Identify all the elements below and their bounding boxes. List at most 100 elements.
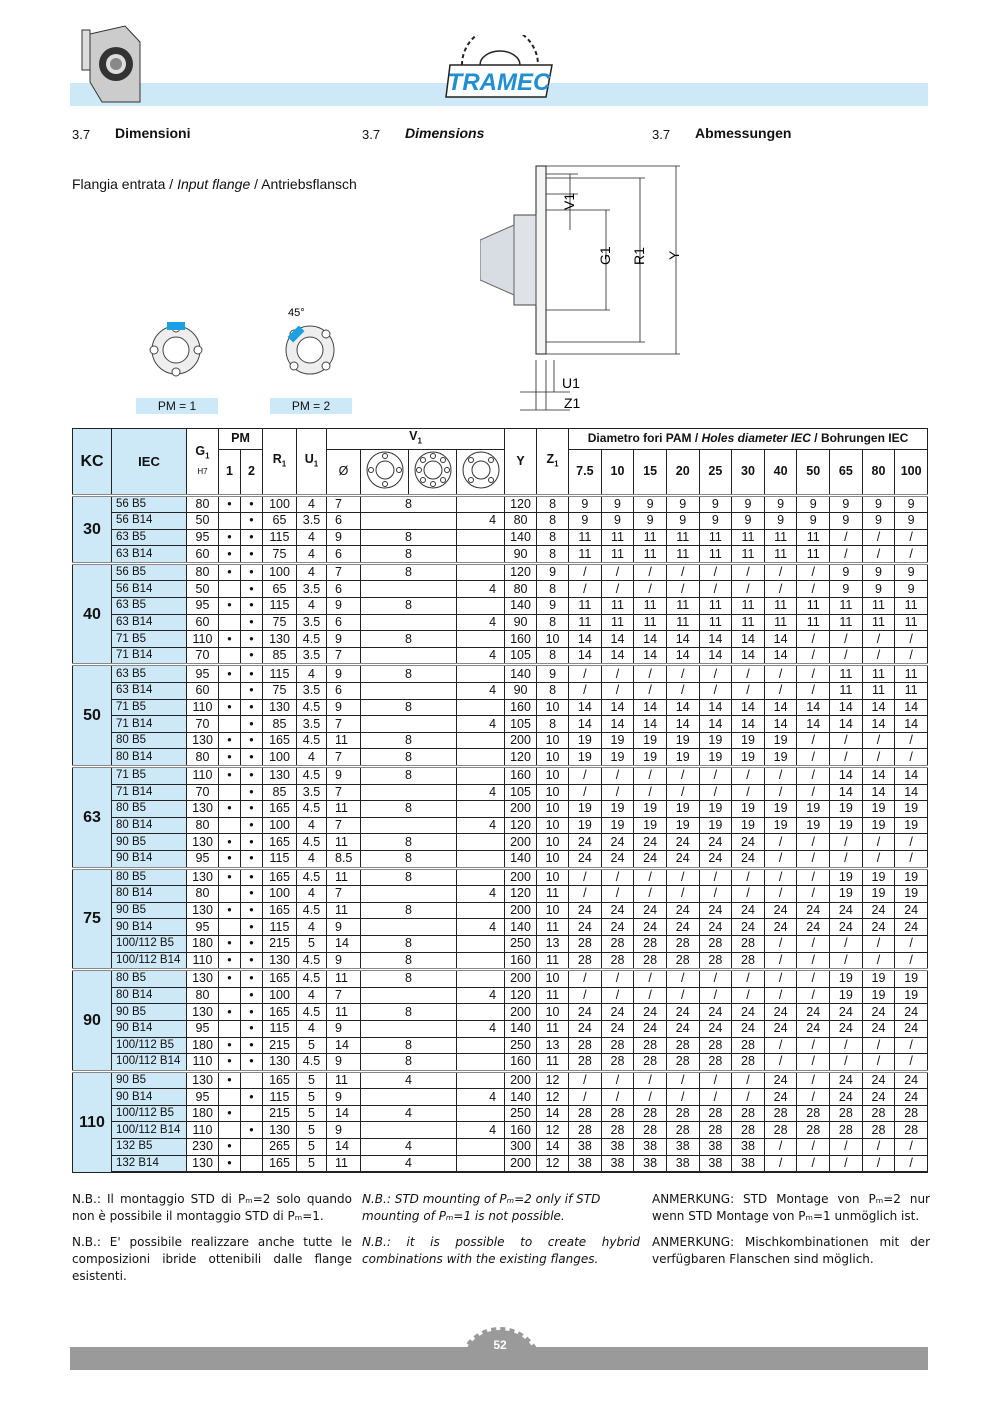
cell-pm2: •	[240, 748, 263, 767]
cell-y: 105	[504, 783, 538, 802]
cell-iec: 90 B5	[111, 901, 187, 920]
cell-iec: 63 B14	[111, 613, 187, 632]
cell-hole-diameter: /	[796, 1036, 831, 1055]
col-header-v1: V1	[325, 428, 506, 450]
cell-hole-diameter: /	[600, 765, 635, 785]
cell-hole-diameter: /	[698, 885, 733, 903]
cell-pm2: •	[240, 986, 263, 1005]
cell-hole-diameter: 19	[633, 816, 667, 835]
cell-hole-diameter: /	[633, 1088, 667, 1106]
cell-z1: 10	[536, 698, 570, 717]
cell-hole-diameter: 14	[894, 765, 928, 785]
cell-hole-diameter: /	[861, 951, 896, 971]
cell-iec: 132 B5	[111, 1138, 187, 1156]
cell-hole-diameter: /	[568, 783, 602, 802]
cell-hole-diameter: 24	[698, 901, 733, 920]
cell-hole-diameter: 19	[665, 731, 700, 750]
cell-y: 80	[504, 580, 538, 599]
cell-hole-diameter: 19	[731, 816, 765, 835]
cell-hole-diameter: 11	[698, 545, 733, 564]
table-row: 100/112 B14 110 • • 130 4.5 9 8 160 11 28 28 28 28 28 2…	[73, 951, 928, 971]
flange-drawing: V1 G1 R1 Y U1 Z1	[480, 165, 682, 411]
cell-diameter: 14	[326, 934, 361, 953]
cell-v1-4	[455, 968, 506, 988]
cell-z1: 8	[536, 512, 570, 530]
table-row: 132 B14 130 • 165 5 11 4 200 12 38 38 38 38 38 38// / / /	[73, 1154, 928, 1174]
table-row: 71 B5 110 • • 130 4.5 9 8 160 10 14 14 14 14 14 14 14// /…	[73, 630, 928, 648]
cell-iec: 80 B5	[111, 800, 187, 818]
table-row: 100/112 B14 110 • 130 5 9 4 160 12 28 28 28 28 28 28 28…	[73, 1121, 928, 1140]
table-row: 90 80 B5 130 • • 165 4.5 11 8 200 10// / / / / //19 19 19	[72, 968, 928, 1072]
cell-pm1	[218, 816, 241, 835]
cell-g1: 95	[186, 918, 219, 936]
cell-hole-diameter: /	[829, 934, 863, 953]
cell-hole-diameter: 14	[731, 646, 765, 666]
cell-hole-diameter: /	[861, 748, 896, 767]
cell-z1: 11	[536, 1019, 570, 1038]
cell-pm1: •	[218, 748, 241, 767]
cell-hole-diameter: 19	[665, 816, 700, 835]
cell-hole-diameter: /	[894, 1154, 928, 1174]
cell-hole-diameter: 19	[861, 866, 896, 887]
col-header-pm2: 2	[240, 448, 263, 496]
cell-r1: 85	[262, 783, 297, 802]
cell-y: 90	[504, 613, 538, 632]
cell-hole-diameter: /	[665, 885, 700, 903]
cell-r1: 165	[262, 1069, 297, 1090]
cell-hole-diameter: 14	[665, 646, 700, 666]
cell-iec: 100/112 B5	[111, 1036, 187, 1055]
cell-hole-diameter: /	[861, 1053, 896, 1072]
cell-r1: 75	[262, 613, 297, 632]
cell-hole-diameter: 28	[731, 1053, 765, 1072]
cell-r1: 130	[262, 765, 297, 785]
cell-hole-diameter: 14	[698, 630, 733, 648]
cell-v1-4	[455, 748, 506, 767]
cell-v1-4: 4	[455, 885, 506, 903]
table-row: 132 B5 230 • 265 5 14 4 300 14 38 38 38 38 38 38// / / /	[73, 1138, 928, 1156]
cell-u1: 5	[296, 1036, 327, 1055]
cell-g1: 70	[186, 783, 219, 802]
pm2-flange-icon: 45°	[285, 307, 335, 375]
cell-g1: 50	[186, 512, 219, 530]
cell-v1-8: 8	[360, 800, 457, 818]
cell-v1-4	[455, 901, 506, 920]
cell-hole-diameter: 19	[600, 816, 635, 835]
cell-u1: 4.5	[296, 1003, 327, 1021]
cell-pm1: •	[218, 698, 241, 717]
cell-diameter: 11	[326, 800, 361, 818]
cell-g1: 95	[186, 1088, 219, 1106]
cell-hole-diameter: /	[796, 783, 831, 802]
cell-hole-diameter: 24	[633, 849, 667, 869]
col-header-diameter: Ø	[326, 448, 361, 496]
section-number: 3.7	[362, 127, 381, 142]
table-row: 90 B14 95 • 115 4 9 4 140 11 24 24 24 24 24 24 24 24 24 24…	[73, 918, 928, 936]
cell-hole-diameter: 19	[894, 866, 928, 887]
cell-pm2: •	[240, 630, 263, 648]
cell-r1: 100	[262, 748, 297, 767]
cell-g1: 180	[186, 1036, 219, 1055]
cell-g1: 95	[186, 597, 219, 615]
cell-hole-diameter: /	[698, 561, 733, 582]
cell-diameter: 11	[326, 901, 361, 920]
cell-r1: 100	[262, 816, 297, 835]
table-row: 80 B5 130 • • 165 4.5 11 8 200 10 19 19 19 19 19 19 19//…	[73, 731, 928, 750]
cell-r1: 115	[262, 1019, 297, 1038]
cell-hole-diameter: 24	[829, 1003, 863, 1021]
cell-hole-diameter: 11	[763, 613, 798, 632]
logo-text: TRAMEC	[448, 69, 551, 96]
cell-iec: 63 B14	[111, 545, 187, 564]
cell-diameter: 9	[326, 597, 361, 615]
cell-r1: 115	[262, 849, 297, 869]
cell-hole-diameter: 19	[763, 731, 798, 750]
cell-hole-diameter: 11	[568, 545, 602, 564]
cell-u1: 4.5	[296, 833, 327, 851]
note-en-2: N.B.: it is possible to create hybrid co…	[362, 1235, 640, 1266]
table-row: 63 B14 60 • 75 3.5 6 4 90 8// / / / / //11 11 11	[73, 682, 928, 700]
cell-hole-diameter: 19	[731, 731, 765, 750]
cell-hole-diameter: /	[568, 885, 602, 903]
table-row: 63 B14 60 • 75 3.5 6 4 90 8 11 11 11 11 11 11 11 11 11 11 1…	[73, 613, 928, 632]
cell-hole-diameter: 28	[633, 1121, 667, 1140]
cell-hole-diameter: /	[731, 682, 765, 700]
cell-hole-diameter: /	[763, 663, 798, 684]
cell-z1: 8	[536, 646, 570, 666]
